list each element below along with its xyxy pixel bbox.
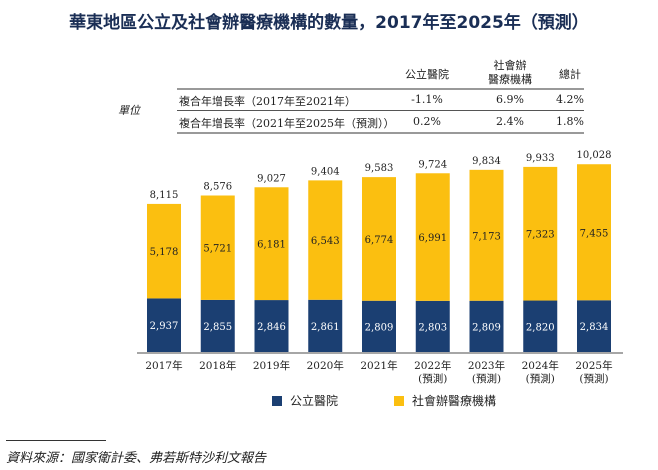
legend-swatch — [394, 396, 404, 406]
bar-segment — [147, 298, 181, 352]
data-label: 2,809 — [472, 322, 501, 333]
data-label: 2,861 — [311, 322, 340, 333]
bar-segment — [577, 164, 611, 301]
data-label: 6,543 — [311, 236, 340, 247]
cell: 6.9% — [496, 93, 524, 106]
row-label: 複合年增長率（2017年至2021年） — [179, 95, 356, 108]
total-label: 9,834 — [472, 156, 501, 167]
bar-segment — [147, 203, 181, 299]
total-label: 10,028 — [577, 150, 612, 161]
x-tick-label: 2022年 — [414, 359, 451, 372]
bar-segment — [308, 180, 343, 300]
source-note: 資料來源：國家衛計委、弗若斯特沙利文報告 — [6, 451, 267, 466]
legend-swatch — [272, 396, 282, 406]
data-label: 2,820 — [526, 322, 555, 333]
data-label: 6,774 — [365, 235, 394, 246]
chart-title: 華東地區公立及社會辦醫療機構的數量，2017年至2025年（預測） — [69, 13, 589, 33]
cell: 2.4% — [496, 115, 524, 128]
row-label: 複合年增長率（2021年至2025年（預測）） — [179, 117, 395, 130]
total-label: 9,724 — [418, 159, 447, 170]
x-tick-label: (預測) — [418, 372, 447, 385]
data-label: 6,181 — [257, 240, 286, 251]
legend-label: 社會辦醫療機構 — [412, 394, 497, 408]
total-label: 9,583 — [365, 163, 394, 174]
data-label: 5,721 — [203, 244, 232, 255]
x-tick-label: 2018年 — [199, 359, 236, 372]
data-label: 2,803 — [418, 322, 447, 333]
total-label: 9,027 — [257, 173, 286, 184]
header-private-1: 社會辦 — [493, 59, 527, 72]
x-tick-label: 2024年 — [522, 359, 559, 372]
bar-segment — [200, 195, 235, 300]
data-label: 7,455 — [580, 228, 609, 239]
bar-segment — [523, 300, 558, 352]
bar-segment — [254, 187, 289, 301]
cagr-table: 公立醫院 社會辦 醫療機構 總計 單位 複合年增長率（2017年至2021年） … — [0, 0, 658, 140]
bar-segment — [362, 300, 396, 352]
total-label: 9,404 — [311, 166, 340, 177]
x-tick-label: 2025年 — [575, 359, 612, 372]
x-tick-label: 2023年 — [468, 359, 505, 372]
data-label: 7,173 — [472, 231, 501, 242]
total-label: 9,933 — [526, 153, 555, 164]
x-tick-label: (預測) — [579, 372, 608, 385]
data-label: 2,937 — [150, 321, 179, 332]
unit-label: 單位 — [118, 104, 140, 117]
total-label: 8,576 — [203, 181, 232, 192]
bar-segment — [469, 169, 504, 301]
header-public: 公立醫院 — [405, 68, 449, 81]
cell: 4.2% — [556, 93, 584, 106]
cell: 0.2% — [413, 115, 441, 128]
x-tick-label: (預測) — [526, 372, 555, 385]
legend-private: 社會辦醫療機構 — [394, 392, 496, 409]
bar-segment — [200, 299, 235, 352]
cell: 1.8% — [556, 115, 584, 128]
data-label: 5,178 — [150, 247, 179, 258]
bar-segment — [415, 173, 450, 301]
cell: -1.1% — [411, 93, 443, 106]
bar-segment — [254, 300, 289, 352]
bar-segment — [308, 299, 343, 352]
legend-label: 公立醫院 — [290, 394, 339, 408]
data-label: 6,991 — [418, 233, 447, 244]
x-tick-label: 2019年 — [253, 359, 290, 372]
data-label: 2,855 — [203, 322, 232, 333]
bar-segment — [362, 177, 396, 301]
bar-segment — [415, 300, 450, 352]
data-label: 2,809 — [365, 322, 394, 333]
x-tick-label: 2021年 — [360, 359, 397, 372]
data-label: 2,846 — [257, 322, 286, 333]
x-tick-label: 2017年 — [145, 359, 182, 372]
data-label: 7,323 — [526, 230, 555, 241]
total-label: 8,115 — [150, 190, 179, 201]
header-total: 總計 — [559, 68, 581, 81]
bar-segment — [523, 166, 558, 301]
data-label: 2,834 — [580, 322, 609, 333]
bar-segment — [469, 300, 504, 352]
bar-segment — [577, 300, 611, 352]
header-private-2: 醫療機構 — [488, 73, 532, 86]
legend-public: 公立醫院 — [272, 392, 338, 409]
x-tick-label: (預測) — [472, 372, 501, 385]
x-tick-label: 2020年 — [307, 359, 344, 372]
